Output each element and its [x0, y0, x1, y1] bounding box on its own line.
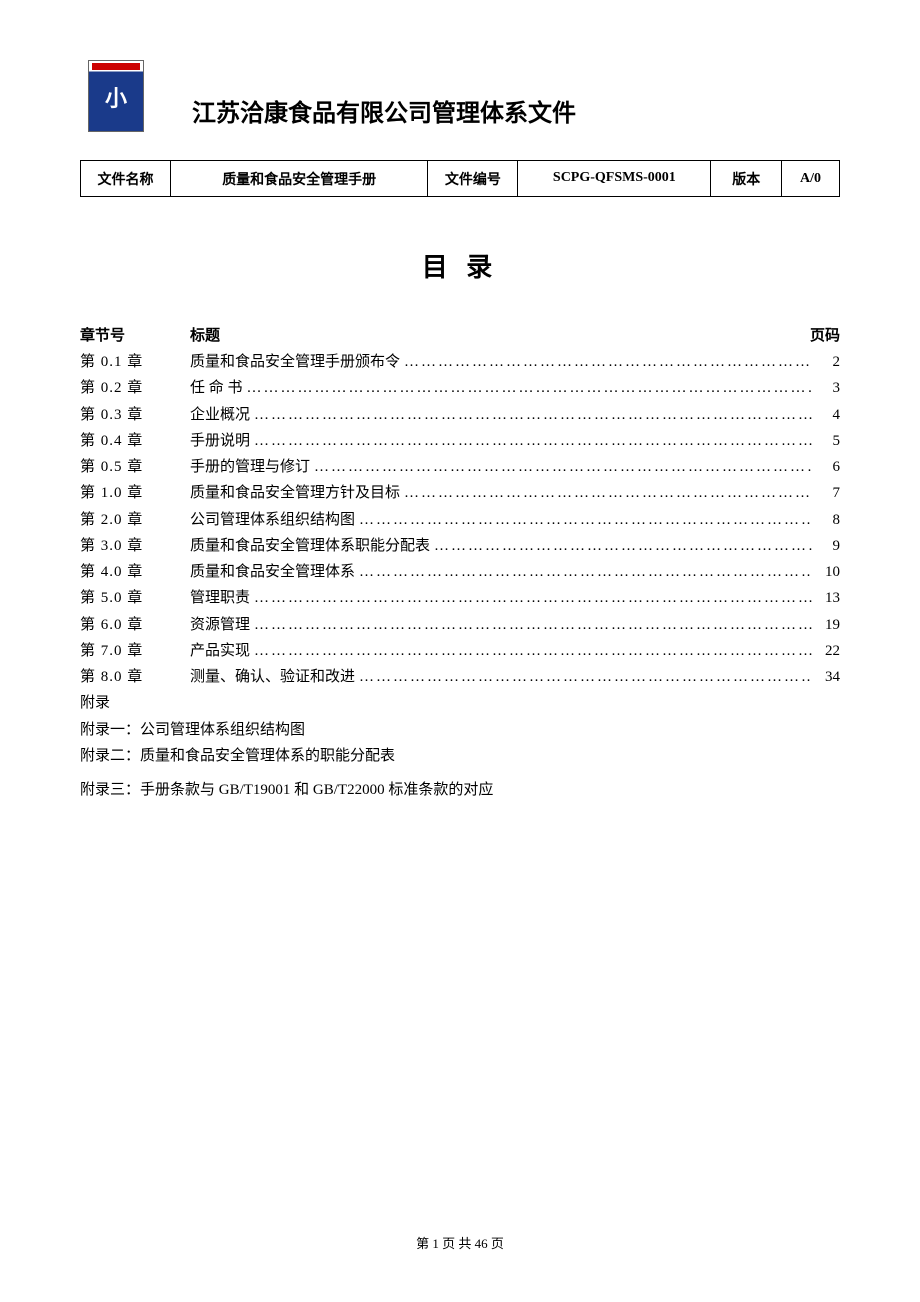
toc-entry-title: 质量和食品安全管理体系 — [190, 559, 355, 585]
appendix-section: 附录 附录一：公司管理体系组织结构图 附录二：质量和食品安全管理体系的职能分配表… — [80, 690, 840, 803]
doc-number-label: 文件编号 — [428, 161, 518, 197]
toc-leader-dots: …………………………………………………………………………………………………………… — [355, 559, 812, 585]
document-info-table: 文件名称 质量和食品安全管理手册 文件编号 SCPG-QFSMS-0001 版本… — [80, 160, 840, 197]
toc-page-number: 22 — [812, 638, 840, 664]
toc-chapter-number: 第 7.0 章 — [80, 638, 190, 664]
toc-page-number: 2 — [812, 349, 840, 375]
toc-page-number: 13 — [812, 585, 840, 611]
toc-leader-dots: …………………………………………………………………………………………………………… — [355, 664, 812, 690]
toc-chapter-number: 第 0.1 章 — [80, 349, 190, 375]
toc-chapter-number: 第 5.0 章 — [80, 585, 190, 611]
toc-entry-title: 质量和食品安全管理方针及目标 — [190, 480, 400, 506]
toc-entry-title: 测量、确认、验证和改进 — [190, 664, 355, 690]
doc-number-value: SCPG-QFSMS-0001 — [518, 161, 711, 197]
toc-leader-dots: …………………………………………………………………………………………………………… — [250, 428, 812, 454]
toc-title: 目 录 — [80, 247, 840, 284]
toc-header-row: 章节号 标题 页码 — [80, 324, 840, 345]
toc-chapter-number: 第 1.0 章 — [80, 480, 190, 506]
toc-leader-dots: …………………………………………………………………………………………………………… — [250, 612, 812, 638]
toc-leader-dots: …………………………………………………………………………………………………………… — [250, 402, 812, 428]
toc-entry: 第 0.3 章企业概况 …………………………………………………………………………… — [80, 402, 840, 428]
toc-entry: 第 0.1 章质量和食品安全管理手册颁布令 ………………………………………………… — [80, 349, 840, 375]
toc-entry-title: 资源管理 — [190, 612, 250, 638]
toc-chapter-number: 第 6.0 章 — [80, 612, 190, 638]
company-title: 江苏洽康食品有限公司管理体系文件 — [192, 93, 576, 128]
toc-chapter-number: 第 4.0 章 — [80, 559, 190, 585]
toc-page-number: 7 — [812, 480, 840, 506]
appendix-item: 附录二：质量和食品安全管理体系的职能分配表 — [80, 743, 840, 769]
page-footer: 第 1 页 共 46 页 — [0, 1233, 920, 1252]
document-header: 江苏洽康食品有限公司管理体系文件 — [80, 60, 840, 132]
toc-page-number: 19 — [812, 612, 840, 638]
toc-leader-dots: …………………………………………………………………………………………………………… — [400, 349, 812, 375]
appendix-label: 附录 — [80, 690, 840, 716]
doc-name-label: 文件名称 — [81, 161, 171, 197]
toc-entry: 第 0.2 章任 命 书 ………………………………………………………………………… — [80, 375, 840, 401]
toc-chapter-header: 章节号 — [80, 324, 190, 345]
doc-version-value: A/0 — [782, 161, 840, 197]
toc-entry: 第 6.0 章资源管理 …………………………………………………………………………… — [80, 612, 840, 638]
toc-page-number: 4 — [812, 402, 840, 428]
toc-entry-title: 产品实现 — [190, 638, 250, 664]
toc-chapter-number: 第 2.0 章 — [80, 507, 190, 533]
toc-entry: 第 5.0 章管理职责 …………………………………………………………………………… — [80, 585, 840, 611]
toc-page-number: 34 — [812, 664, 840, 690]
toc-chapter-number: 第 0.4 章 — [80, 428, 190, 454]
toc-entry: 第 3.0 章质量和食品安全管理体系职能分配表 …………………………………………… — [80, 533, 840, 559]
toc-leader-dots: …………………………………………………………………………………………………………… — [250, 638, 812, 664]
toc-page-number: 6 — [812, 454, 840, 480]
toc-entry-title: 质量和食品安全管理手册颁布令 — [190, 349, 400, 375]
toc-entry-title: 任 命 书 — [190, 375, 243, 401]
toc-chapter-number: 第 0.5 章 — [80, 454, 190, 480]
toc-leader-dots: …………………………………………………………………………………………………………… — [355, 507, 812, 533]
doc-name-value: 质量和食品安全管理手册 — [171, 161, 428, 197]
toc-page-number: 5 — [812, 428, 840, 454]
toc-entry-title: 手册说明 — [190, 428, 250, 454]
toc-entry-title: 手册的管理与修订 — [190, 454, 310, 480]
toc-leader-dots: …………………………………………………………………………………………………………… — [243, 375, 812, 401]
toc-leader-dots: …………………………………………………………………………………………………………… — [400, 480, 812, 506]
toc-leader-dots: …………………………………………………………………………………………………………… — [250, 585, 812, 611]
toc-list: 第 0.1 章质量和食品安全管理手册颁布令 ………………………………………………… — [80, 349, 840, 690]
toc-entry-title: 质量和食品安全管理体系职能分配表 — [190, 533, 430, 559]
toc-page-number: 3 — [812, 375, 840, 401]
toc-entry: 第 4.0 章质量和食品安全管理体系 ………………………………………………………… — [80, 559, 840, 585]
company-logo-icon — [88, 60, 144, 132]
toc-entry-title: 公司管理体系组织结构图 — [190, 507, 355, 533]
toc-entry: 第 0.4 章手册说明 …………………………………………………………………………… — [80, 428, 840, 454]
toc-title-header: 标题 — [190, 324, 790, 345]
toc-page-number: 8 — [812, 507, 840, 533]
toc-entry: 第 8.0 章 测量、确认、验证和改进 ……………………………………………………… — [80, 664, 840, 690]
appendix-item: 附录三：手册条款与 GB/T19001 和 GB/T22000 标准条款的对应 — [80, 777, 840, 803]
table-row: 文件名称 质量和食品安全管理手册 文件编号 SCPG-QFSMS-0001 版本… — [81, 161, 840, 197]
toc-entry: 第 2.0 章公司管理体系组织结构图 ………………………………………………………… — [80, 507, 840, 533]
toc-entry: 第 7.0 章产品实现 …………………………………………………………………………… — [80, 638, 840, 664]
toc-chapter-number: 第 0.2 章 — [80, 375, 190, 401]
document-page: 江苏洽康食品有限公司管理体系文件 文件名称 质量和食品安全管理手册 文件编号 S… — [0, 0, 920, 843]
toc-chapter-number: 第 0.3 章 — [80, 402, 190, 428]
toc-page-header: 页码 — [790, 324, 840, 345]
appendix-item: 附录一：公司管理体系组织结构图 — [80, 717, 840, 743]
toc-entry-title: 管理职责 — [190, 585, 250, 611]
toc-entry: 第 0.5 章 手册的管理与修订 ……………………………………………………………… — [80, 454, 840, 480]
toc-chapter-number: 第 3.0 章 — [80, 533, 190, 559]
toc-leader-dots: …………………………………………………………………………………………………………… — [310, 454, 812, 480]
toc-page-number: 9 — [812, 533, 840, 559]
toc-entry: 第 1.0 章质量和食品安全管理方针及目标 ………………………………………………… — [80, 480, 840, 506]
toc-leader-dots: …………………………………………………………………………………………………………… — [430, 533, 812, 559]
doc-version-label: 版本 — [711, 161, 782, 197]
toc-chapter-number: 第 8.0 章 — [80, 664, 190, 690]
toc-page-number: 10 — [812, 559, 840, 585]
toc-entry-title: 企业概况 — [190, 402, 250, 428]
